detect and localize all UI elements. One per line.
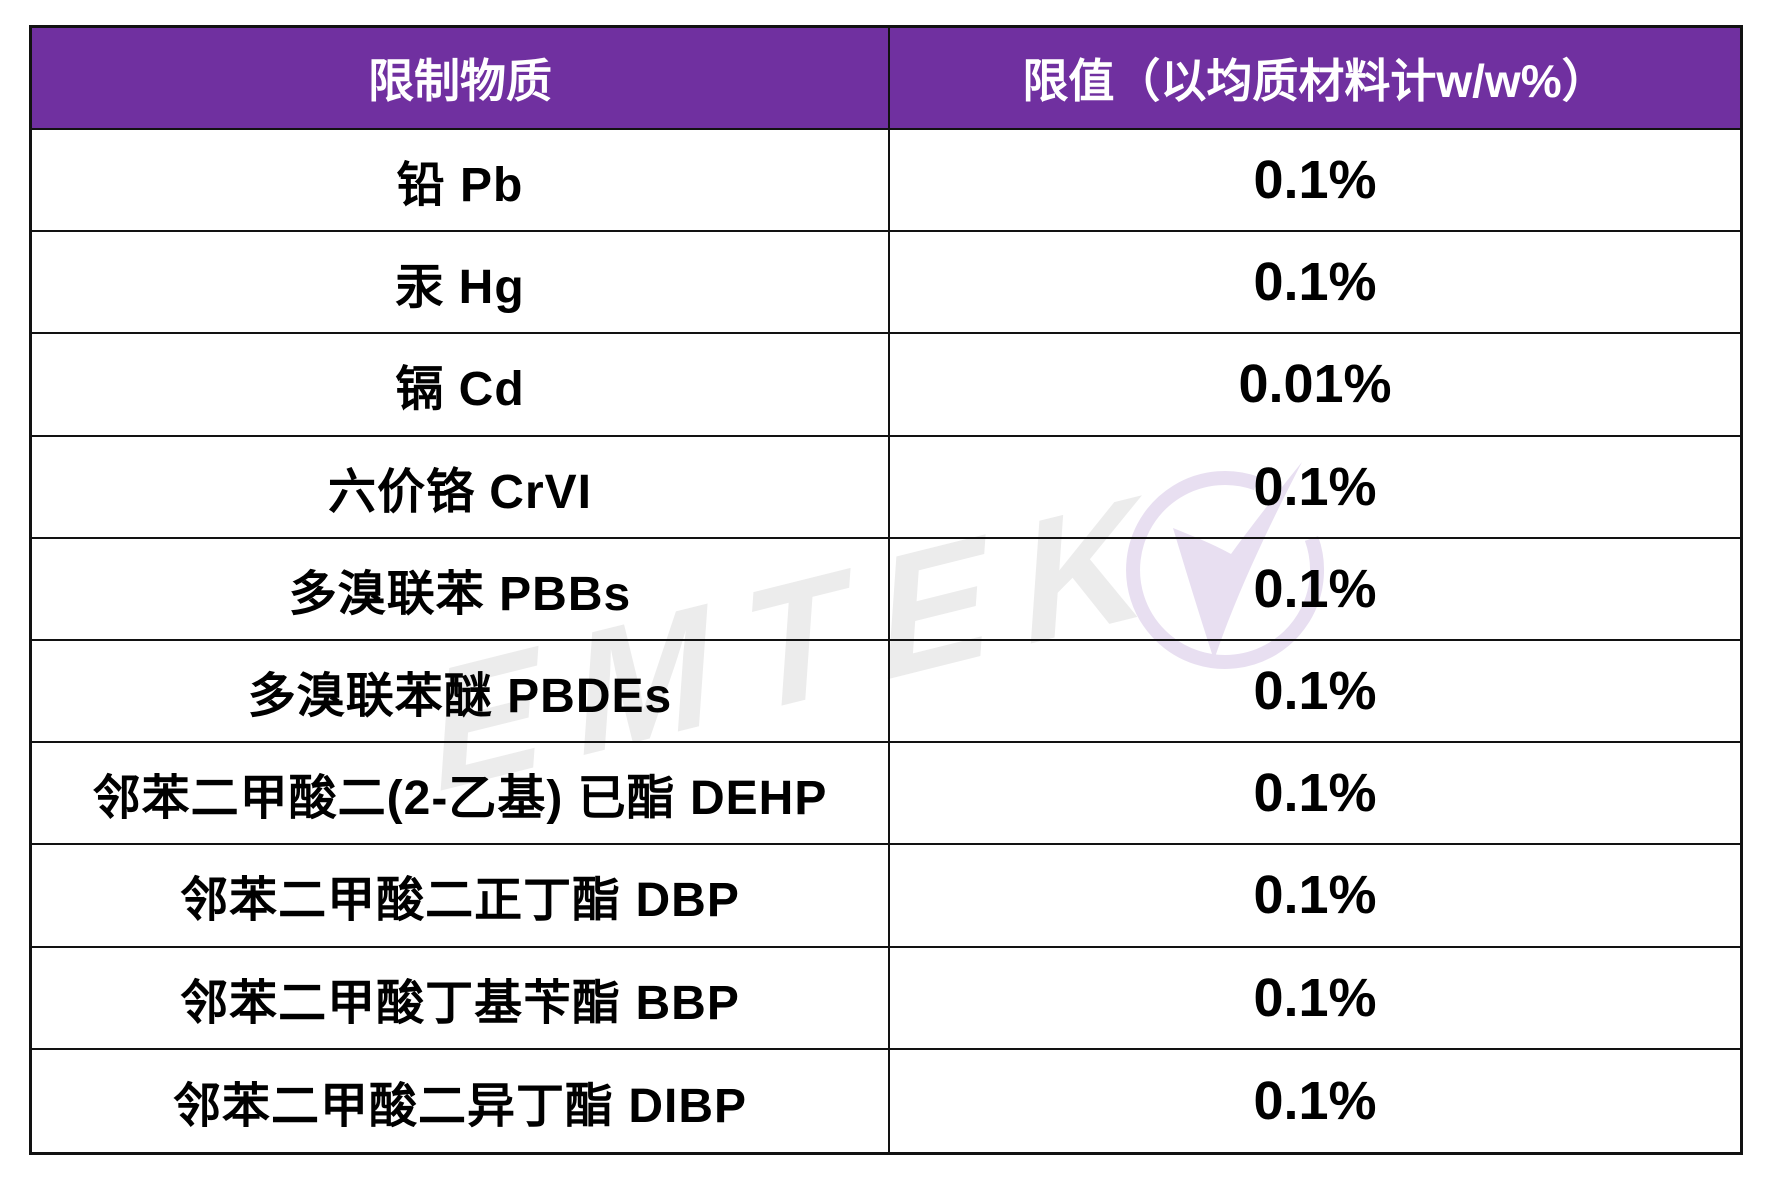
column-header-limit: 限值（以均质材料计w/w%）	[890, 28, 1740, 130]
substance-cell: 镉 Cd	[32, 334, 890, 437]
limit-cell: 0.1%	[890, 539, 1740, 641]
substance-cell: 多溴联苯醚 PBDEs	[32, 640, 890, 744]
limit-cell: 0.01%	[890, 334, 1740, 437]
restricted-substances-table: 限制物质 限值（以均质材料计w/w%） 铅 Pb 0.1% 汞 Hg 0.1% …	[29, 25, 1743, 1155]
substance-cell: 邻苯二甲酸二异丁酯 DIBP	[32, 1049, 890, 1152]
limit-cell: 0.1%	[1253, 1070, 1377, 1131]
limit-cell: 0.1%	[890, 948, 1740, 1050]
substance-cell: 铅 Pb	[32, 130, 890, 233]
column-header-substance: 限制物质	[32, 28, 890, 130]
limit-cell: 0.1%	[890, 743, 1740, 846]
substance-cell: 邻苯二甲酸二正丁酯 DBP	[32, 845, 890, 948]
substance-cell: 邻苯二甲酸丁基苄酯 BBP	[32, 947, 890, 1050]
limit-cell: 0.1%	[890, 232, 1740, 335]
substance-cell: 多溴联苯 PBBs	[32, 538, 890, 641]
limit-cell: 0.1%	[890, 130, 1740, 233]
limit-cell: 0.1%	[890, 641, 1740, 744]
substance-cell: 汞 Hg	[32, 232, 890, 335]
limit-cell: 0.1%	[890, 845, 1740, 948]
substance-cell: 邻苯二甲酸二(2-乙基) 已酯 DEHP	[32, 743, 890, 846]
substance-cell: 六价铬 CrVI	[32, 436, 890, 539]
emtek-check-circle-logo-icon	[1126, 462, 1325, 669]
limit-cell: 0.1%	[890, 437, 1740, 539]
